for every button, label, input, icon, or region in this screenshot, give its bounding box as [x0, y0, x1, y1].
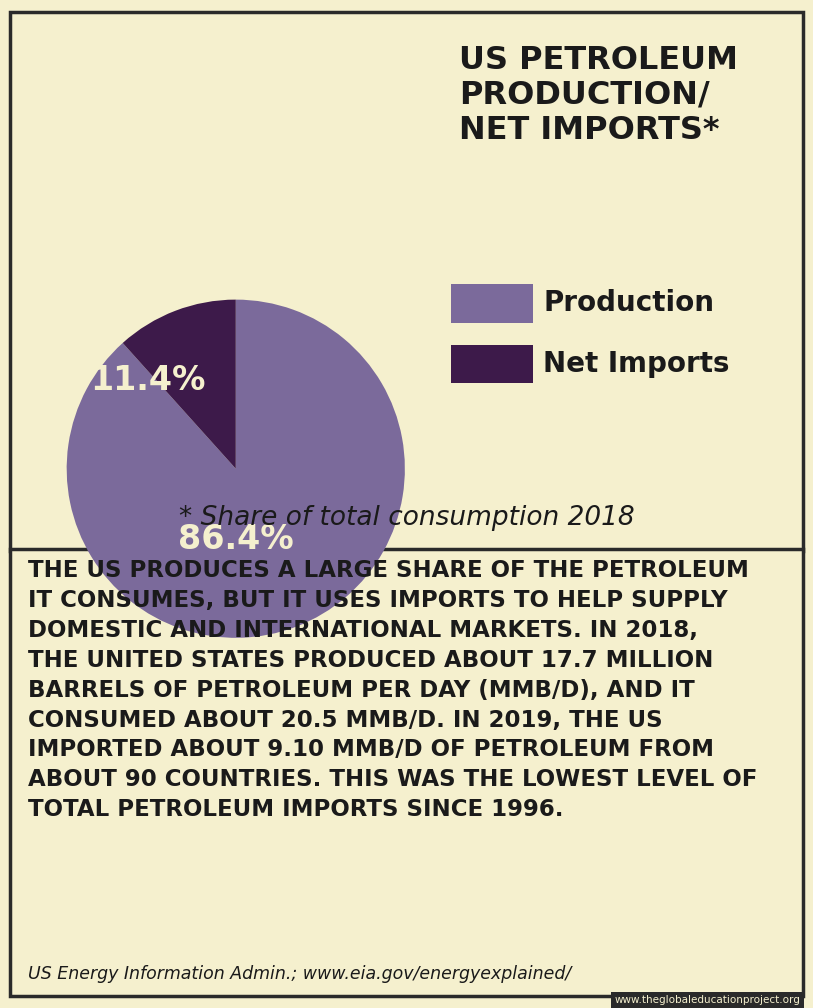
Text: US PETROLEUM
PRODUCTION/
NET IMPORTS*: US PETROLEUM PRODUCTION/ NET IMPORTS* [459, 45, 738, 145]
Text: www.theglobaleducationproject.org: www.theglobaleducationproject.org [615, 995, 801, 1005]
Text: 86.4%: 86.4% [178, 523, 293, 556]
Text: US Energy Information Admin.; www.eia.gov/energyexplained/: US Energy Information Admin.; www.eia.go… [28, 965, 572, 983]
Text: * Share of total consumption 2018: * Share of total consumption 2018 [179, 505, 634, 531]
Text: 11.4%: 11.4% [90, 364, 206, 397]
Wedge shape [67, 299, 405, 638]
Wedge shape [123, 299, 236, 469]
Text: Net Imports: Net Imports [543, 350, 729, 378]
Text: THE US PRODUCES A LARGE SHARE OF THE PETROLEUM
IT CONSUMES, BUT IT USES IMPORTS : THE US PRODUCES A LARGE SHARE OF THE PET… [28, 559, 758, 822]
Text: Production: Production [543, 289, 714, 318]
